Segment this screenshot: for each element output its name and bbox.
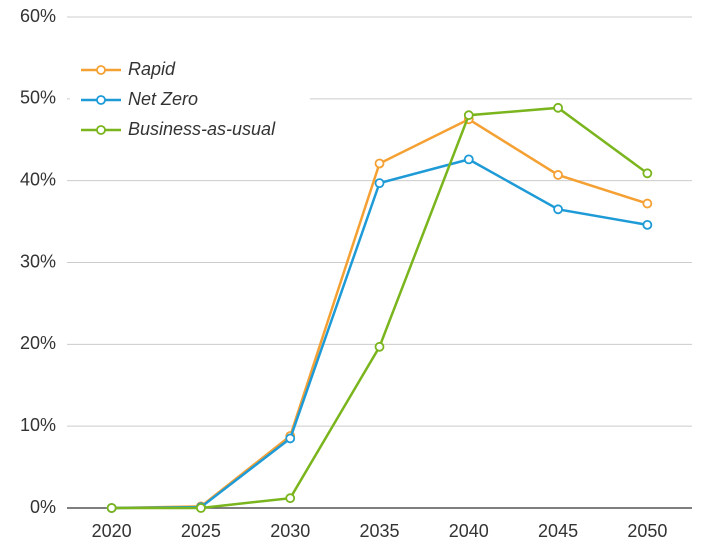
legend-label: Rapid	[128, 59, 176, 79]
y-tick-label: 10%	[20, 415, 56, 435]
legend-marker	[96, 65, 106, 75]
y-tick-label: 0%	[30, 497, 56, 517]
point	[374, 158, 385, 169]
point	[642, 168, 653, 179]
x-tick-label: 2025	[181, 521, 221, 541]
point	[285, 433, 296, 444]
series-line	[111, 117, 648, 510]
y-tick-label: 30%	[20, 251, 56, 271]
point	[642, 219, 653, 230]
y-tick-label: 60%	[20, 6, 56, 26]
point	[553, 170, 563, 180]
point	[106, 503, 117, 513]
legend-marker	[96, 95, 106, 105]
point	[553, 204, 563, 215]
x-tick-label: 2030	[270, 521, 310, 541]
point	[642, 198, 653, 209]
legend-marker	[96, 125, 106, 135]
x-tick-label: 2020	[92, 521, 132, 541]
x-tick-label: 2035	[359, 521, 399, 541]
point	[463, 110, 474, 121]
series-line	[111, 158, 648, 510]
point	[374, 341, 385, 352]
x-tick-label: 2050	[627, 521, 667, 541]
legend-label: Business-as-usual	[128, 119, 276, 139]
point	[553, 102, 563, 113]
point	[463, 154, 474, 165]
point	[374, 178, 385, 189]
x-tick-label: 2045	[538, 521, 578, 541]
y-tick-label: 40%	[20, 169, 56, 189]
y-tick-label: 50%	[20, 88, 56, 108]
point	[285, 493, 296, 504]
legend-label: Net Zero	[128, 89, 198, 109]
point	[196, 503, 206, 513]
x-tick-label: 2040	[449, 521, 489, 541]
y-tick-label: 20%	[20, 333, 56, 353]
